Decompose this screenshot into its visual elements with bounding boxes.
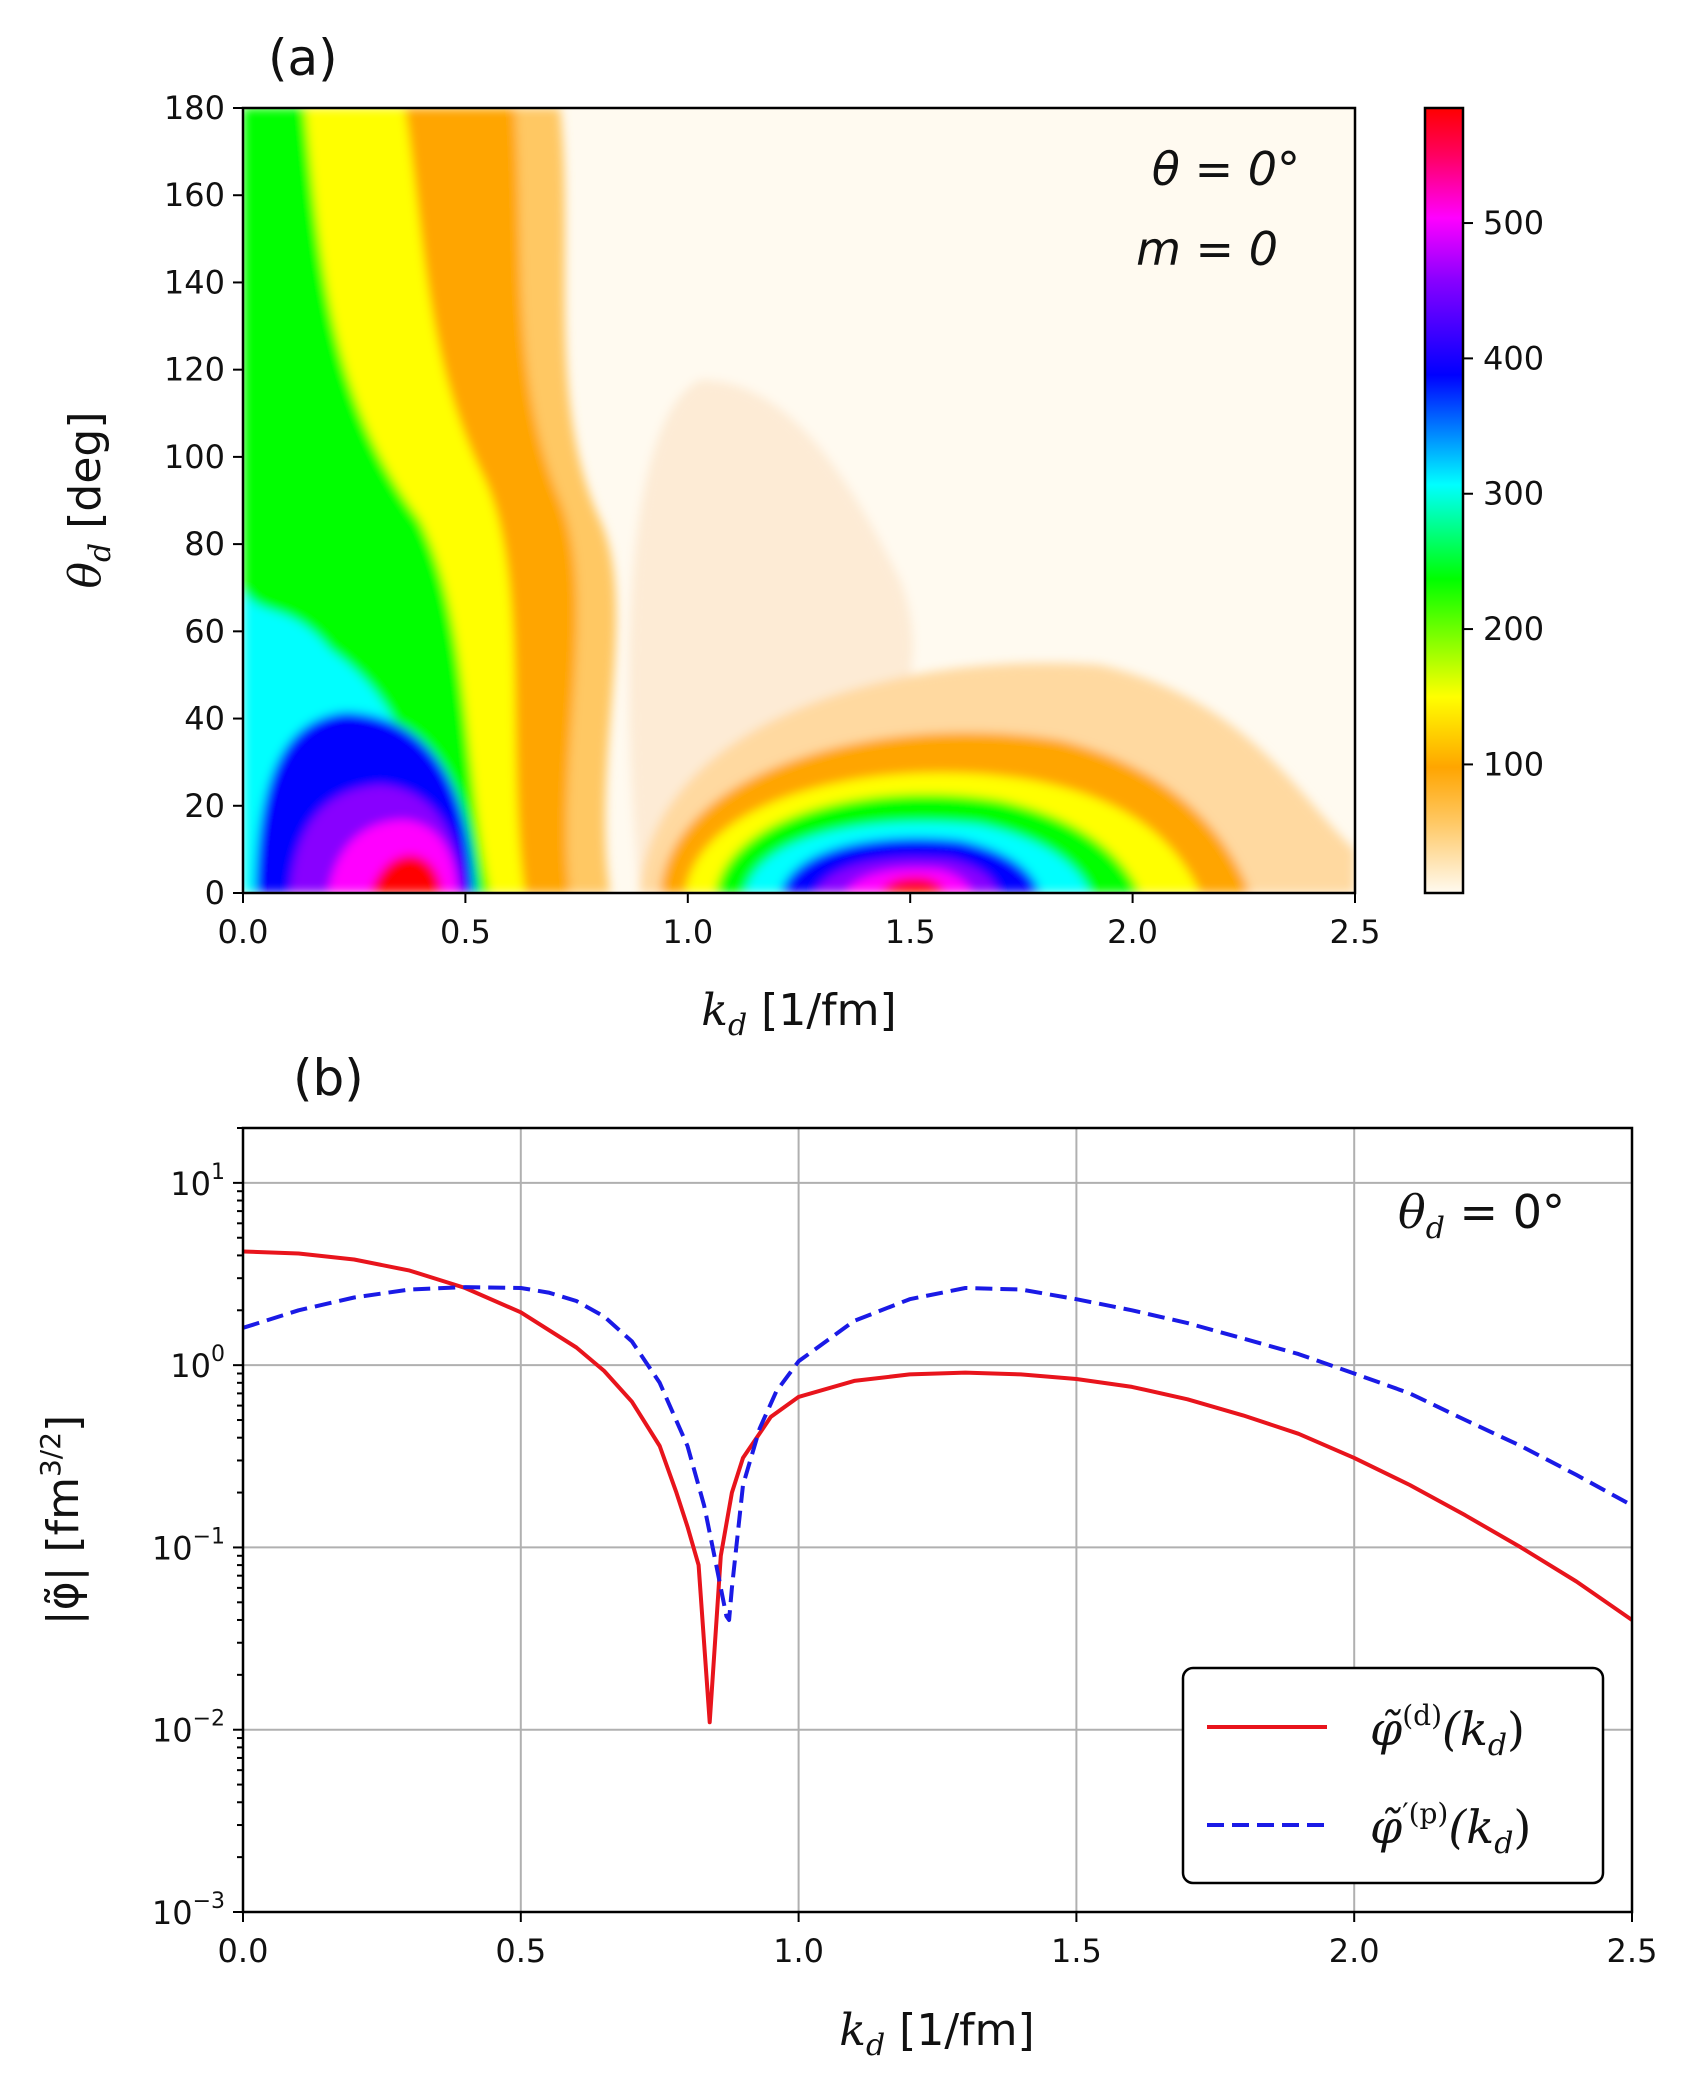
x-tick-label-b: 0.5 bbox=[495, 1932, 546, 1970]
colorbar-frame bbox=[1423, 106, 1465, 895]
x-tick-label-a: 2.5 bbox=[1330, 913, 1381, 951]
colorbar-tick-label: 200 bbox=[1483, 610, 1544, 648]
lobe-low-level-550 bbox=[370, 855, 442, 893]
colorbar-tick-label: 100 bbox=[1483, 745, 1544, 783]
y-tick-label-a: 80 bbox=[184, 525, 225, 563]
x-axis-b-label: kd [1/fm] bbox=[839, 2005, 1034, 2063]
y-axis-a: 0 20 40 60 80 100 120 140 160 180 bbox=[164, 89, 243, 912]
series-b bbox=[243, 1249, 1632, 1725]
colorbar-tick-label: 300 bbox=[1483, 475, 1544, 513]
y-tick-label-b: 101 bbox=[170, 1160, 225, 1203]
plot-b-frame bbox=[241, 1126, 1634, 1914]
x-tick-label-b: 2.0 bbox=[1329, 1932, 1380, 1970]
panel-a-label: (a) bbox=[268, 29, 338, 87]
y-tick-label-b: 10−2 bbox=[152, 1707, 225, 1750]
y-axis-a-label: θd [deg] bbox=[60, 412, 118, 589]
y-tick-label-a: 0 bbox=[205, 874, 225, 912]
x-tick-label-b: 1.0 bbox=[773, 1932, 824, 1970]
legend: φ̃(d)(kd) φ̃′(p)(kd) bbox=[1181, 1666, 1605, 1885]
x-axis-a: 0.0 0.5 1.0 1.5 2.0 2.5 bbox=[218, 893, 1381, 951]
x-axis-a-label: kd [1/fm] bbox=[701, 985, 896, 1043]
colorbar: 100 200 300 400 500 bbox=[1423, 106, 1544, 895]
y-tick-label-b: 10−1 bbox=[152, 1524, 225, 1567]
y-tick-label-a: 120 bbox=[164, 351, 225, 389]
x-tick-label-a: 1.5 bbox=[885, 913, 936, 951]
annotation-theta: θ = 0° bbox=[1152, 142, 1300, 196]
legend-label-d: φ̃(d)(kd) bbox=[1370, 1699, 1525, 1763]
colorbar-ticks: 100 200 300 400 500 bbox=[1463, 204, 1544, 783]
colorbar-tick-label: 500 bbox=[1483, 204, 1544, 242]
x-tick-label-b: 1.5 bbox=[1051, 1932, 1102, 1970]
y-tick-label-a: 100 bbox=[164, 438, 225, 476]
y-tick-label-b: 100 bbox=[170, 1342, 225, 1385]
heatmap-area bbox=[243, 108, 1355, 893]
heatmap-field bbox=[243, 108, 1355, 893]
annotation-m: m = 0 bbox=[1136, 222, 1278, 276]
y-axis-b: 101 100 10−1 10−2 10−3 bbox=[152, 1127, 243, 1932]
legend-box bbox=[1181, 1666, 1605, 1885]
series-line-d bbox=[243, 1249, 1632, 1725]
lobe-high-level-550 bbox=[880, 877, 945, 893]
y-tick-label-b: 10−3 bbox=[152, 1889, 225, 1932]
x-axis-b: 0.0 0.5 1.0 1.5 2.0 2.5 bbox=[218, 1912, 1658, 1970]
y-tick-label-a: 140 bbox=[164, 263, 225, 301]
y-tick-label-a: 160 bbox=[164, 176, 225, 214]
annotation-theta-d: θd = 0° bbox=[1398, 1185, 1565, 1246]
y-tick-label-a: 60 bbox=[184, 612, 225, 650]
panel-b: (b) 0.0 0.5 1.0 1.5 2.0 2.5 101 100 10−1 10−2 10−… bbox=[34, 1049, 1657, 2063]
panel-b-label: (b) bbox=[293, 1049, 364, 1107]
y-tick-label-a: 40 bbox=[184, 700, 225, 738]
y-tick-label-a: 20 bbox=[184, 787, 225, 825]
x-tick-label-a: 0.5 bbox=[440, 913, 491, 951]
colorbar-gradient bbox=[1425, 108, 1463, 893]
panel-a: (a) bbox=[60, 29, 1544, 1043]
x-tick-label-b: 2.5 bbox=[1607, 1932, 1658, 1970]
colorbar-tick-label: 400 bbox=[1483, 339, 1544, 377]
x-tick-label-b: 0.0 bbox=[218, 1932, 269, 1970]
legend-label-p: φ̃′(p)(kd) bbox=[1370, 1797, 1531, 1861]
y-tick-label-a: 180 bbox=[164, 89, 225, 127]
y-axis-b-label: |φ̃| [fm3/2] bbox=[34, 1415, 89, 1625]
series-line-p bbox=[243, 1285, 1632, 1622]
plot-a-frame bbox=[241, 106, 1357, 895]
x-tick-label-a: 2.0 bbox=[1107, 913, 1158, 951]
x-tick-label-a: 1.0 bbox=[662, 913, 713, 951]
x-tick-label-a: 0.0 bbox=[218, 913, 269, 951]
